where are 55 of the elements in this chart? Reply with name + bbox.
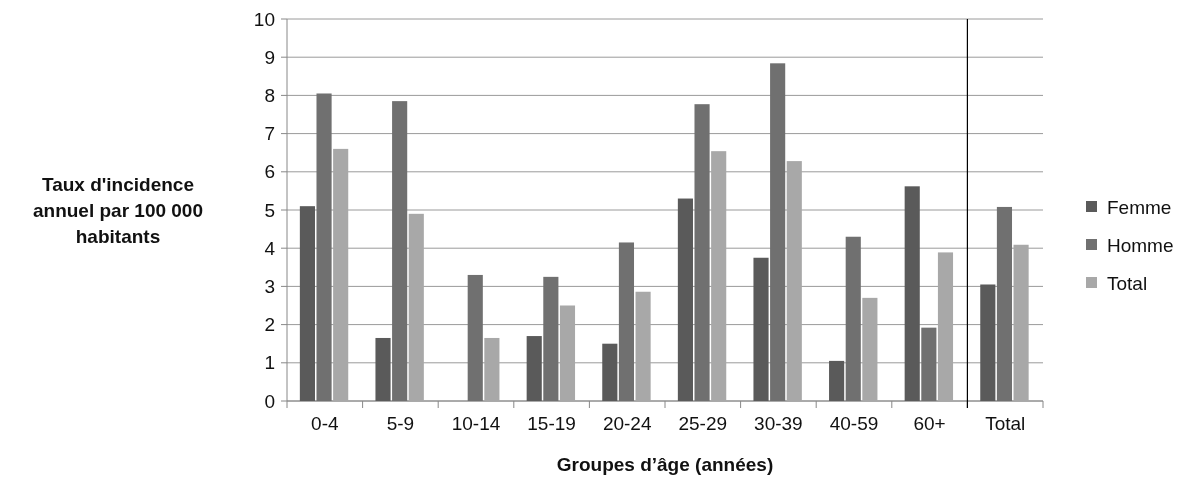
bar — [862, 297, 878, 401]
bar — [467, 274, 483, 401]
bar — [635, 291, 651, 401]
y-tick-label: 0 — [264, 390, 275, 412]
bar — [980, 284, 996, 401]
bar — [526, 336, 542, 401]
bar — [408, 213, 424, 401]
y-tick-label: 5 — [264, 199, 275, 221]
bar — [996, 206, 1013, 401]
y-tick-label: 8 — [264, 85, 275, 107]
y-tick-label: 9 — [264, 46, 275, 68]
legend-label: Femme — [1107, 196, 1172, 218]
y-tick-label: 10 — [253, 8, 275, 30]
bar — [677, 198, 693, 401]
bar — [786, 161, 802, 401]
bar — [559, 305, 576, 401]
x-tick-label: 25-29 — [678, 413, 728, 434]
bar — [904, 186, 920, 401]
y-tick-label: 7 — [264, 123, 275, 145]
x-tick-label: 15-19 — [527, 413, 576, 434]
bar — [299, 206, 315, 401]
bar — [845, 236, 861, 401]
bar — [770, 63, 786, 401]
legend-label: Total — [1107, 272, 1148, 294]
bar — [375, 337, 391, 401]
x-tick-label: 5-9 — [386, 413, 415, 434]
bar — [711, 151, 727, 401]
bar — [316, 93, 332, 401]
bar — [829, 360, 845, 401]
x-tick-label: 0-4 — [311, 413, 339, 434]
y-tick-label: 2 — [264, 314, 275, 336]
y-axis-title: Taux d'incidence annuel par 100 000 habitants — [32, 173, 204, 247]
bar — [694, 104, 710, 401]
bar — [753, 257, 769, 401]
x-tick-label: 40-59 — [829, 413, 879, 434]
y-tick-label: 3 — [264, 276, 275, 298]
x-tick-label: 60+ — [913, 413, 946, 434]
bar — [937, 252, 954, 401]
bar — [484, 337, 500, 401]
legend-label: Homme — [1107, 234, 1174, 256]
y-tick-label: 1 — [264, 352, 275, 374]
bar — [1013, 244, 1029, 401]
x-tick-label: Total — [985, 413, 1026, 434]
y-tick-label: 6 — [264, 161, 275, 183]
bar — [333, 148, 349, 401]
bar — [543, 276, 559, 401]
x-tick-label: 20-24 — [602, 413, 652, 434]
x-tick-label: 10-14 — [451, 413, 501, 434]
y-tick-label: 4 — [264, 237, 276, 259]
x-tick-label: 30-39 — [754, 413, 803, 434]
bar — [921, 327, 937, 401]
bar — [602, 343, 618, 401]
x-axis-title: Groupes d’âge (années) — [556, 454, 774, 475]
bar — [618, 242, 635, 401]
bar — [392, 101, 408, 401]
